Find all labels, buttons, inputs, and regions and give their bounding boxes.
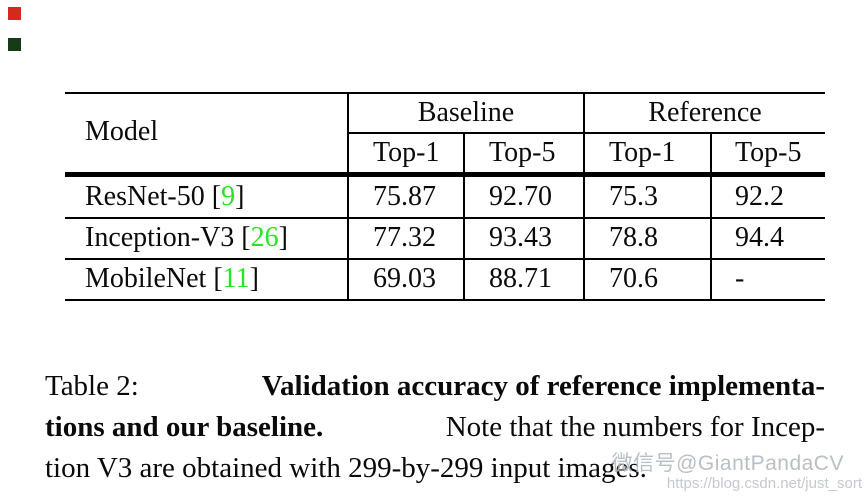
table-row-model-name: Inception-V3 [26] (85, 218, 288, 258)
header-bottom-rule (65, 172, 825, 177)
table-cell: 92.70 (489, 181, 552, 212)
table-row-model-name: MobileNet [11] (85, 259, 259, 299)
caption-line-1: Table 2: Validation accuracy of referenc… (45, 366, 825, 407)
table-row-model-name: ResNet-50 [9] (85, 177, 244, 217)
table-cell: 77.32 (373, 222, 436, 253)
row-separator (65, 217, 825, 219)
column-header-model: Model (85, 116, 159, 147)
table-cell: 93.43 (489, 222, 552, 253)
caption-bold-text: Validation accuracy of reference impleme… (261, 370, 825, 402)
citation-bracket: ] (278, 222, 288, 253)
table-top-border (65, 92, 825, 94)
dark-square-artifact (8, 38, 21, 51)
column-divider (463, 132, 465, 301)
column-divider (347, 92, 349, 301)
citation-bracket: [ (211, 181, 222, 212)
table-caption: Table 2: Validation accuracy of referenc… (45, 366, 825, 489)
column-group-reference: Reference (648, 97, 762, 128)
table-cell: 88.71 (489, 263, 552, 294)
citation-bracket: [ (213, 263, 223, 294)
blog-url-watermark: https://blog.csdn.net/just_sort (666, 475, 862, 492)
column-group-baseline: Baseline (417, 97, 515, 128)
model-name: ResNet-50 (85, 181, 205, 212)
table-bottom-border (65, 299, 825, 301)
column-header-baseline-top1: Top-1 (373, 137, 440, 168)
table-cell: - (735, 263, 745, 294)
table-cell: 70.6 (609, 263, 658, 294)
model-name: MobileNet (85, 263, 207, 294)
caption-line-2: tions and our baseline. Note that the nu… (45, 407, 825, 448)
table-cell: 94.4 (735, 222, 784, 253)
column-divider (710, 132, 712, 301)
caption-bold-text: tions and our baseline. (45, 411, 324, 443)
caption-line-3: tion V3 are obtained with 299-by-299 inp… (45, 448, 825, 489)
column-header-reference-top1: Top-1 (609, 137, 676, 168)
model-name: Inception-V3 (85, 222, 235, 253)
table-cell: 78.8 (609, 222, 658, 253)
table-cell: 75.3 (609, 181, 658, 212)
caption-regular-text: tion V3 are obtained with 299-by-299 inp… (45, 452, 647, 484)
column-divider (583, 92, 585, 301)
caption-label: Table 2: (45, 370, 139, 402)
table-cell: 69.03 (373, 263, 436, 294)
table-cell: 92.2 (735, 181, 784, 212)
citation-bracket: ] (235, 181, 245, 212)
column-header-reference-top5: Top-5 (735, 137, 802, 168)
citation-number: 9 (221, 181, 236, 212)
citation-bracket: [ (241, 222, 251, 253)
results-table: Model Baseline Reference Top-1 Top-5 Top… (65, 92, 825, 301)
row-separator (65, 258, 825, 260)
table-cell: 75.87 (373, 181, 436, 212)
column-header-baseline-top5: Top-5 (489, 137, 556, 168)
red-square-artifact (8, 7, 21, 20)
citation-number: 11 (222, 263, 250, 294)
citation-number: 26 (250, 222, 279, 253)
wechat-watermark: 微信号@GiantPandaCV (611, 452, 844, 475)
header-group-separator (347, 132, 825, 134)
citation-bracket: ] (249, 263, 259, 294)
caption-regular-text: Note that the numbers for Incep- (445, 411, 825, 443)
